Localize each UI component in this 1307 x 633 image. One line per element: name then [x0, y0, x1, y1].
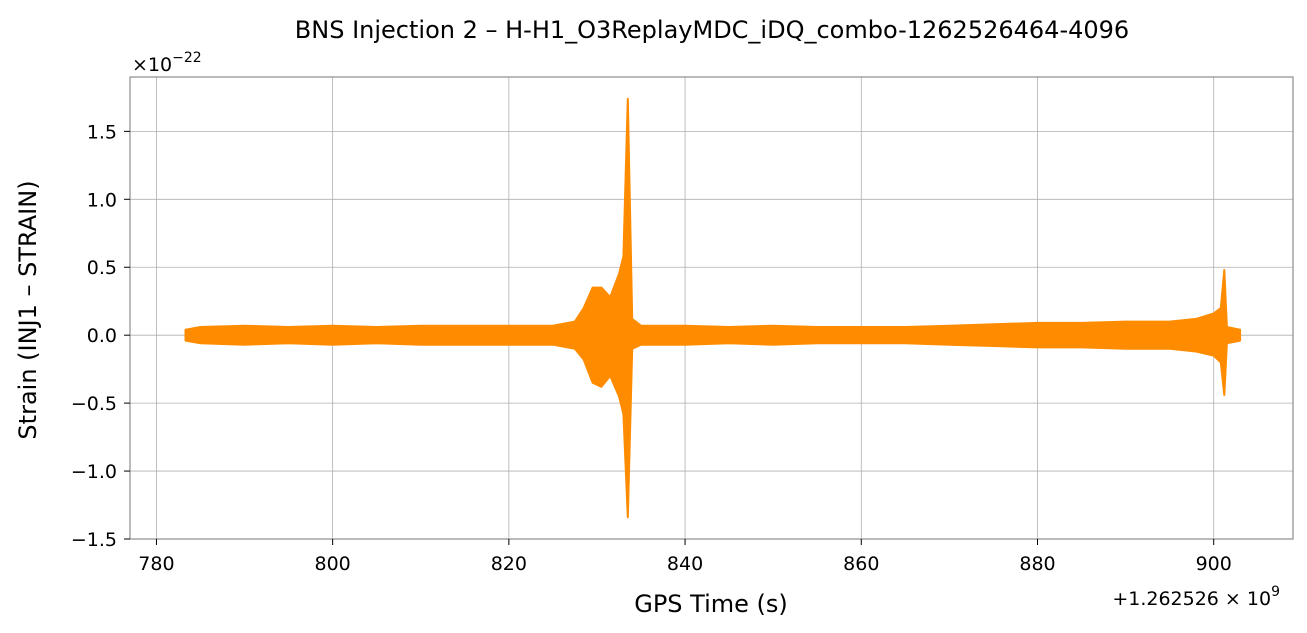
- x-tick-label: 880: [1019, 553, 1055, 575]
- plot-frame: [129, 76, 1294, 540]
- x-axis-label: GPS Time (s): [634, 590, 788, 618]
- chart-title: BNS Injection 2 – H-H1_O3ReplayMDC_iDQ_c…: [295, 16, 1129, 44]
- y-axis-multiplier-base: ×10: [132, 54, 172, 76]
- y-axis-ticks: −1.5 −1.0 −0.5 0.0 0.5 1.0 1.5: [71, 121, 130, 551]
- grid: [130, 77, 1293, 540]
- strain-series-band: [184, 97, 1242, 519]
- y-tick-label: 1.5: [87, 121, 117, 143]
- y-tick-label: −1.5: [71, 529, 117, 551]
- x-tick-label: 780: [138, 553, 174, 575]
- x-tick-label: 800: [315, 553, 351, 575]
- y-tick-label: 0.5: [87, 257, 117, 279]
- y-axis-multiplier-exponent: −22: [172, 50, 202, 66]
- x-axis-ticks: 780 800 820 840 860 880 900: [138, 539, 1232, 575]
- y-tick-label: −0.5: [71, 393, 117, 415]
- x-tick-label: 900: [1196, 553, 1232, 575]
- y-tick-label: 1.0: [87, 189, 117, 211]
- x-tick-label: 860: [843, 553, 879, 575]
- x-tick-label: 820: [491, 553, 527, 575]
- x-axis-offset-exponent: 9: [1271, 584, 1280, 600]
- y-tick-label: −1.0: [71, 461, 117, 483]
- y-axis-label: Strain (INJ1 – STRAIN): [14, 180, 42, 439]
- x-tick-label: 840: [667, 553, 703, 575]
- x-axis-offset: +1.262526 × 109: [1112, 584, 1280, 610]
- y-tick-label: 0.0: [87, 325, 117, 347]
- series-group: [184, 97, 1242, 519]
- y-axis-multiplier: ×10−22: [132, 50, 202, 76]
- x-axis-offset-base: +1.262526 × 10: [1112, 588, 1271, 610]
